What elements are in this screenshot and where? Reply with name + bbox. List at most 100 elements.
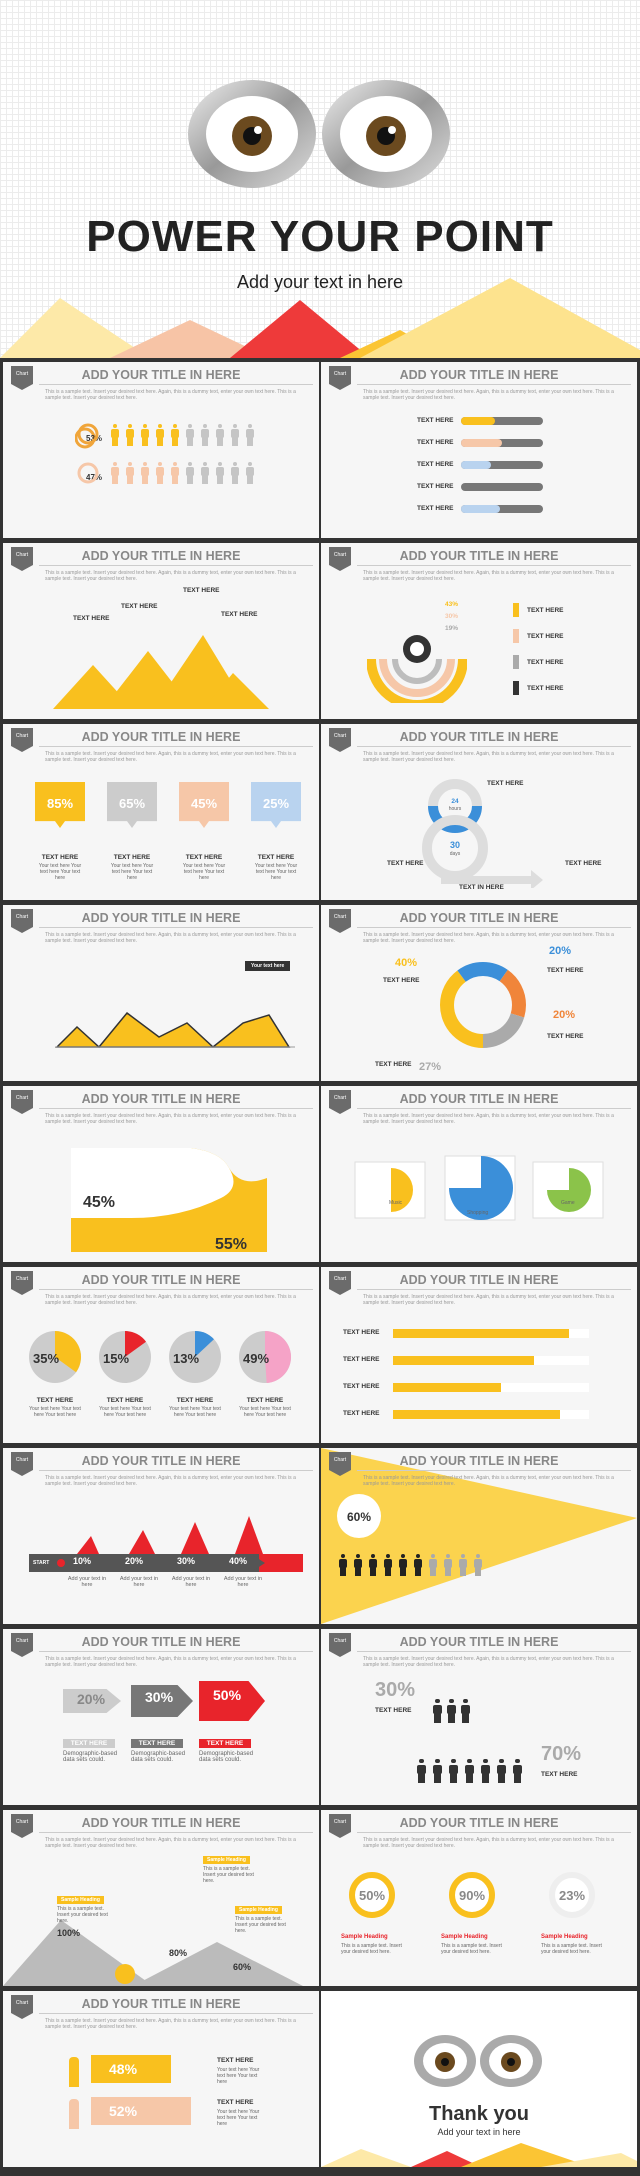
step-label: TEXT HERE xyxy=(199,1739,251,1748)
person-icon xyxy=(481,1759,490,1784)
legend-swatch xyxy=(513,681,519,695)
legend-label: TEXT HERE xyxy=(527,633,564,640)
slide-title: ADD YOUR TITLE IN HERE xyxy=(81,368,241,382)
slide-area-chart: Chart ADD YOUR TITLE IN HERE This is a s… xyxy=(3,905,319,1081)
slide-tag-boxes: Chart ADD YOUR TITLE IN HERE This is a s… xyxy=(3,724,319,900)
sample-body: This is a sample text. Insert your desir… xyxy=(203,1866,254,1884)
tag-label: TEXT HERE xyxy=(257,854,295,861)
ring-value: 50% xyxy=(358,1888,386,1903)
slide-horizontal-bars: Chart ADD YOUR TITLE IN HERE This is a s… xyxy=(321,1267,637,1443)
eyes-logo-small xyxy=(414,2035,542,2087)
step-value: 20% xyxy=(77,1691,106,1707)
bar-fill xyxy=(461,439,502,447)
male-icon xyxy=(69,2057,79,2087)
person-icon xyxy=(201,462,209,484)
slide-rings: Chart ADD YOUR TITLE IN HERE This is a s… xyxy=(321,1810,637,1986)
person-icon xyxy=(201,424,209,446)
person-icon xyxy=(216,462,224,484)
slide-gender-bars: Chart ADD YOUR TITLE IN HERE This is a s… xyxy=(3,1991,319,2167)
slide-donut: Chart ADD YOUR TITLE IN HERE This is a s… xyxy=(321,905,637,1081)
ratio-b: 47% xyxy=(86,473,103,482)
person-icon xyxy=(126,424,134,446)
person-icon xyxy=(433,1699,442,1724)
person-icon xyxy=(231,424,239,446)
slide-arrow-steps: Chart ADD YOUR TITLE IN HERE This is a s… xyxy=(3,1629,319,1805)
bar-label: TEXT HERE xyxy=(417,505,454,512)
bar-track xyxy=(461,505,543,513)
legend-swatch xyxy=(513,603,519,617)
tag-desc: Your text here Your text here Your text … xyxy=(38,863,82,881)
mountain-shapes xyxy=(53,635,269,709)
timeline-caption: Add your text in here xyxy=(67,1576,107,1588)
person-icon xyxy=(369,1554,377,1576)
hbar-fill xyxy=(393,1383,501,1392)
person-icon xyxy=(141,462,149,484)
thank-you-slide: Thank you Add your text in here xyxy=(321,1991,637,2167)
ring-body: This is a sample text. Insert your desir… xyxy=(441,1943,502,1955)
slide-title: ADD YOUR TITLE IN HERE xyxy=(399,368,559,382)
step-label: TEXT HERE xyxy=(63,1739,115,1748)
slide-wave-compare: Chart ADD YOUR TITLE IN HERE This is a s… xyxy=(3,1086,319,1262)
timeline-value: 30% xyxy=(177,1556,196,1566)
slide-funnel-people: Chart ADD YOUR TITLE IN HERE This is a s… xyxy=(321,1448,637,1624)
legend-label: TEXT HERE xyxy=(527,685,564,692)
ring-value: 23% xyxy=(558,1888,586,1903)
legend-swatch xyxy=(513,629,519,643)
slide-mountain-chart: Chart ADD YOUR TITLE IN HERE This is a s… xyxy=(3,543,319,719)
area-chart xyxy=(55,1011,295,1049)
person-icon xyxy=(231,462,239,484)
sample-body: This is a sample text. Insert your desir… xyxy=(235,1916,286,1934)
ring-body: This is a sample text. Insert your desir… xyxy=(541,1943,602,1955)
person-icon xyxy=(474,1554,482,1576)
tag-box xyxy=(251,782,301,828)
pie-value: 35% xyxy=(33,1351,60,1366)
person-icon xyxy=(429,1554,437,1576)
tag-label: TEXT HERE xyxy=(185,854,223,861)
category-pie-icons xyxy=(354,1155,604,1221)
person-icon xyxy=(111,462,119,484)
step-arrow xyxy=(131,1685,193,1717)
yellow-cone xyxy=(321,1448,637,1624)
tag-box xyxy=(35,782,85,828)
person-icon xyxy=(111,424,119,446)
bar-fill xyxy=(461,461,492,469)
person-icon xyxy=(459,1554,467,1576)
person-icon xyxy=(186,424,194,446)
hbar-fill xyxy=(393,1329,570,1338)
step-value: 30% xyxy=(145,1689,174,1705)
person-icon xyxy=(216,424,224,446)
pie-chart xyxy=(99,1331,151,1383)
hbar-label: TEXT HERE xyxy=(343,1410,380,1417)
sample-heading: Sample Heading xyxy=(203,1856,250,1864)
timeline-value: 40% xyxy=(229,1556,248,1566)
pie-chart xyxy=(169,1331,221,1383)
timeline-arrow xyxy=(29,1516,303,1572)
main-title: POWER YOUR POINT xyxy=(86,212,554,261)
legend-swatch xyxy=(513,655,519,669)
ring-chart xyxy=(449,1872,495,1918)
bar-track xyxy=(461,439,543,447)
pie-chart xyxy=(239,1331,292,1383)
slide-people-ratio: Chart ADD YOUR TITLE IN HERE This is a s… xyxy=(3,362,319,538)
person-icon xyxy=(417,1759,426,1784)
person-icon xyxy=(444,1554,452,1576)
person-icon xyxy=(399,1554,407,1576)
person-icon xyxy=(414,1554,422,1576)
tag-desc: Your text here Your text here Your text … xyxy=(254,863,298,881)
donut-chart xyxy=(440,962,526,1048)
slide-semicircle: Chart ADD YOUR TITLE IN HERE This is a s… xyxy=(321,543,637,719)
tag-box xyxy=(179,782,229,828)
title-slide: POWER YOUR POINT Add your text in here xyxy=(0,0,640,358)
person-icon xyxy=(171,424,179,446)
slide-cycle: Chart ADD YOUR TITLE IN HERE This is a s… xyxy=(321,724,637,900)
bar-fill xyxy=(461,417,496,425)
step-caption: Demographic-based data sets could. xyxy=(131,1751,186,1763)
hills xyxy=(3,1920,303,1986)
pie-label: TEXT HERE xyxy=(176,1397,214,1404)
person-icon xyxy=(384,1554,392,1576)
person-icon xyxy=(156,424,164,446)
bar-fill xyxy=(461,505,500,513)
hbar-label: TEXT HERE xyxy=(343,1329,380,1336)
pie-label: TEXT HERE xyxy=(106,1397,144,1404)
slide-pie-row: Chart ADD YOUR TITLE IN HERE This is a s… xyxy=(3,1267,319,1443)
